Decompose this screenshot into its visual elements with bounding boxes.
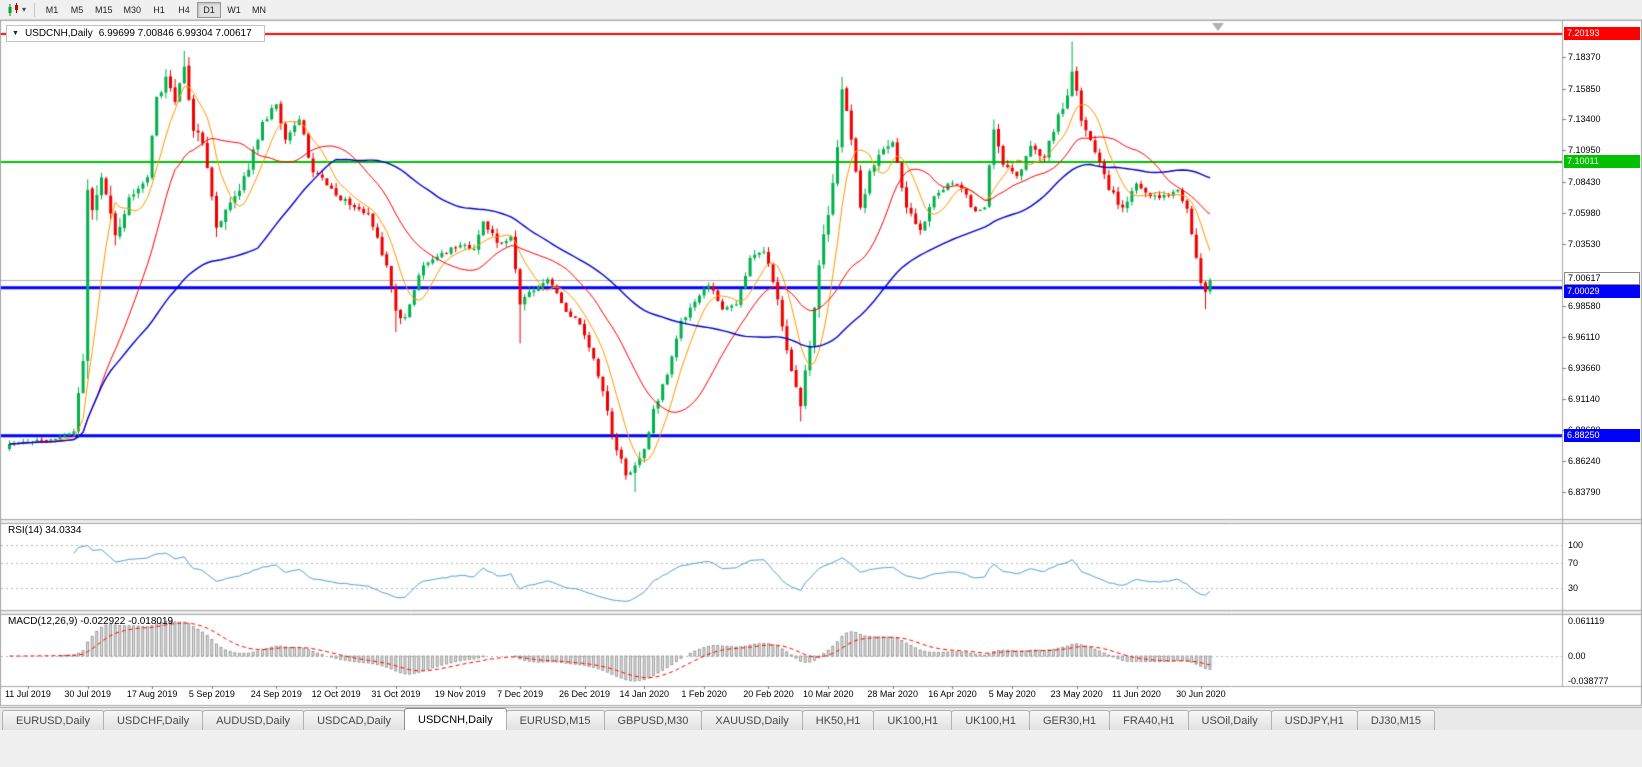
tab-usdjpy-h1[interactable]: USDJPY,H1 <box>1270 710 1358 730</box>
toolbar-separator <box>34 2 36 17</box>
tab-xauusd-daily[interactable]: XAUUSD,Daily <box>701 710 803 730</box>
timeframe-d1-button[interactable]: D1 <box>197 1 222 18</box>
tab-uk100-h1-2[interactable]: UK100,H1 <box>951 710 1030 730</box>
tab-dj30-m15[interactable]: DJ30,M15 <box>1356 710 1435 730</box>
rsi-indicator-label: RSI(14) 34.0334 <box>8 525 82 536</box>
chart-symbol-title: USDCNH,Daily <box>24 28 93 39</box>
panel-splitter[interactable] <box>0 610 1642 614</box>
timeframe-m1-button[interactable]: M1 <box>45 4 59 15</box>
timeframe-mn-button[interactable]: MN <box>252 4 267 15</box>
chart-dropdown-caret[interactable]: ▾ <box>22 5 27 14</box>
tab-hk50-h1[interactable]: HK50,H1 <box>801 710 875 730</box>
timeframe-m5-button[interactable]: M5 <box>70 4 84 15</box>
timeframe-m15-button[interactable]: M15 <box>95 4 113 15</box>
tab-fra40-h1[interactable]: FRA40,H1 <box>1109 710 1189 730</box>
chart-type-icon[interactable] <box>4 2 22 18</box>
tab-uk100-h1[interactable]: UK100,H1 <box>873 710 953 730</box>
timeframe-h4-button[interactable]: H4 <box>178 4 190 15</box>
chart-tab-bar: EURUSD,Daily USDCHF,Daily AUDUSD,Daily U… <box>0 707 1642 730</box>
timeframe-m30-button[interactable]: M30 <box>123 4 142 15</box>
tab-ger30-h1[interactable]: GER30,H1 <box>1028 710 1111 730</box>
chart-title-box: ▼ USDCNH,Daily 6.99699 7.00846 6.99304 7… <box>6 25 265 42</box>
timeframe-h1-button[interactable]: H1 <box>153 4 165 15</box>
macd-indicator-label: MACD(12,26,9) -0.022922 -0.018019 <box>8 616 174 627</box>
tab-usoil-daily[interactable]: USOil,Daily <box>1187 710 1272 730</box>
collapse-arrow-icon[interactable]: ▼ <box>12 30 19 37</box>
chart-canvas[interactable] <box>0 0 1642 710</box>
top-toolbar: ▾ M1 M5 M15 M30 H1 H4 D1 W1 MN <box>0 0 1642 20</box>
panel-splitter[interactable] <box>0 519 1642 523</box>
tab-eurusd-daily[interactable]: EURUSD,Daily <box>2 710 104 730</box>
timeframe-w1-button[interactable]: W1 <box>227 4 241 15</box>
tab-eurusd-m15[interactable]: EURUSD,M15 <box>505 710 605 730</box>
chart-ohlc-values: 6.99699 7.00846 6.99304 7.00617 <box>98 28 252 39</box>
tab-audusd-daily[interactable]: AUDUSD,Daily <box>202 710 305 730</box>
tab-usdchf-daily[interactable]: USDCHF,Daily <box>102 710 204 730</box>
tab-usdcad-daily[interactable]: USDCAD,Daily <box>303 710 406 730</box>
tab-gbpusd-m30[interactable]: GBPUSD,M30 <box>603 710 703 730</box>
tab-usdcnh-daily[interactable]: USDCNH,Daily <box>404 708 507 730</box>
